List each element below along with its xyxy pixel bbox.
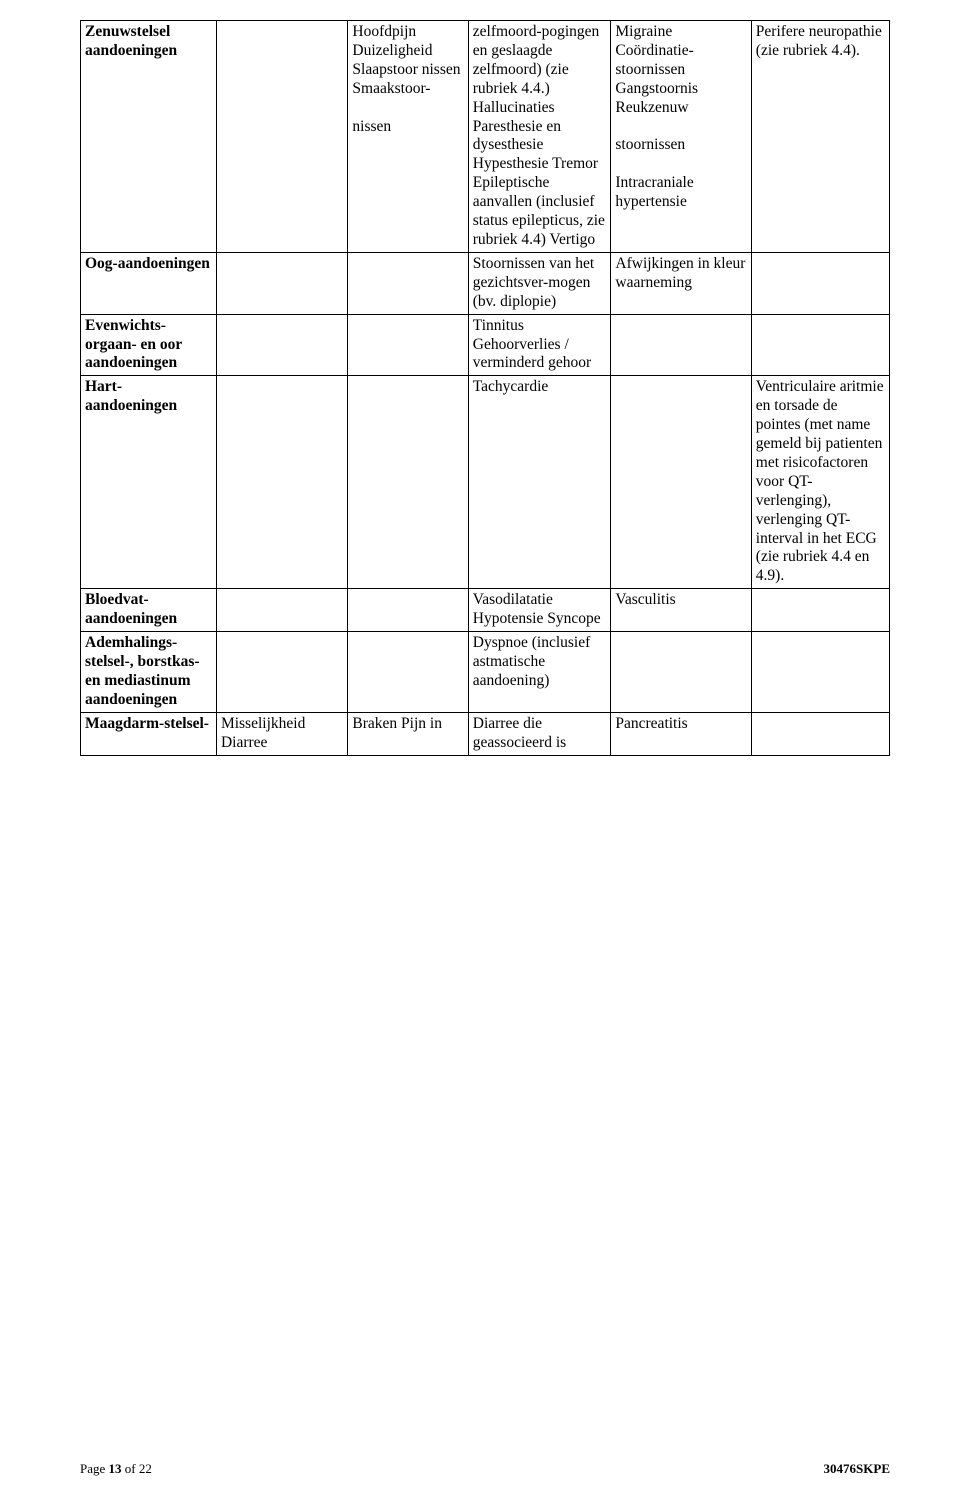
table-row: Maagdarm-stelsel-Misselijkheid DiarreeBr… bbox=[81, 712, 890, 755]
table-cell: Dyspnoe (inclusief astmatische aandoenin… bbox=[468, 632, 611, 713]
table-cell bbox=[216, 632, 347, 713]
table-cell: Stoornissen van het gezichtsver-mogen (b… bbox=[468, 252, 611, 314]
table-cell bbox=[216, 21, 347, 253]
table-cell: Ademhalings-stelsel-, borstkas- en media… bbox=[81, 632, 217, 713]
footer: Page 13 of 22 30476SKPE bbox=[80, 1421, 890, 1477]
footer-right: 30476SKPE bbox=[824, 1461, 890, 1477]
table-cell: Perifere neuropathie (zie rubriek 4.4). bbox=[751, 21, 889, 253]
table-cell bbox=[216, 376, 347, 589]
table-cell: Pancreatitis bbox=[611, 712, 751, 755]
table-cell bbox=[611, 314, 751, 376]
table-cell bbox=[216, 314, 347, 376]
table-cell bbox=[751, 712, 889, 755]
table-cell bbox=[751, 252, 889, 314]
table-row: Evenwichts-orgaan- en oor aandoeningen Ti… bbox=[81, 314, 890, 376]
table-cell: Oog-aandoeningen bbox=[81, 252, 217, 314]
table-cell: Evenwichts-orgaan- en oor aandoeningen bbox=[81, 314, 217, 376]
table-cell bbox=[216, 252, 347, 314]
table-cell bbox=[751, 589, 889, 632]
footer-page-number: 13 bbox=[109, 1461, 122, 1476]
table-row: Oog-aandoeningen Stoornissen van het gezi… bbox=[81, 252, 890, 314]
table-cell bbox=[751, 632, 889, 713]
table-cell: Vasculitis bbox=[611, 589, 751, 632]
table-cell: Hoofdpijn Duizeligheid Slaapstoor nissen… bbox=[348, 21, 468, 253]
table-cell: Ventriculaire aritmie en torsade de poin… bbox=[751, 376, 889, 589]
adverse-effects-table: Zenuwstelsel aandoeningen Hoofdpijn Duize… bbox=[80, 20, 890, 756]
table-cell: zelfmoord-pogingen en geslaagde zelfmoor… bbox=[468, 21, 611, 253]
table-cell: Zenuwstelsel aandoeningen bbox=[81, 21, 217, 253]
table-cell: Misselijkheid Diarree bbox=[216, 712, 347, 755]
table-cell bbox=[348, 589, 468, 632]
table-cell: Tinnitus Gehoorverlies / verminderd geho… bbox=[468, 314, 611, 376]
footer-left: Page 13 of 22 bbox=[80, 1461, 152, 1477]
table-body: Zenuwstelsel aandoeningen Hoofdpijn Duize… bbox=[81, 21, 890, 756]
table-row: Ademhalings-stelsel-, borstkas- en media… bbox=[81, 632, 890, 713]
table-cell bbox=[348, 252, 468, 314]
footer-left-suffix: of 22 bbox=[122, 1461, 152, 1476]
table-cell bbox=[348, 376, 468, 589]
table-cell bbox=[611, 376, 751, 589]
table-cell: Hart-aandoeningen bbox=[81, 376, 217, 589]
table-cell: Diarree die geassocieerd is bbox=[468, 712, 611, 755]
footer-left-prefix: Page bbox=[80, 1461, 109, 1476]
table-cell: Braken Pijn in bbox=[348, 712, 468, 755]
table-row: Bloedvat-aandoeningen Vasodilatatie Hypot… bbox=[81, 589, 890, 632]
table-row: Hart-aandoeningen Tachycardie Ventriculair… bbox=[81, 376, 890, 589]
table-cell bbox=[216, 589, 347, 632]
table-cell bbox=[751, 314, 889, 376]
table-cell: Afwijkingen in kleur waarneming bbox=[611, 252, 751, 314]
table-cell: Maagdarm-stelsel- bbox=[81, 712, 217, 755]
table-cell bbox=[348, 314, 468, 376]
page: Zenuwstelsel aandoeningen Hoofdpijn Duize… bbox=[0, 0, 960, 1507]
table-row: Zenuwstelsel aandoeningen Hoofdpijn Duize… bbox=[81, 21, 890, 253]
table-cell: Tachycardie bbox=[468, 376, 611, 589]
table-cell: Bloedvat-aandoeningen bbox=[81, 589, 217, 632]
table-cell: Vasodilatatie Hypotensie Syncope bbox=[468, 589, 611, 632]
table-cell bbox=[348, 632, 468, 713]
table-cell: Migraine Coördinatie-stoornissen Gangsto… bbox=[611, 21, 751, 253]
table-cell bbox=[611, 632, 751, 713]
